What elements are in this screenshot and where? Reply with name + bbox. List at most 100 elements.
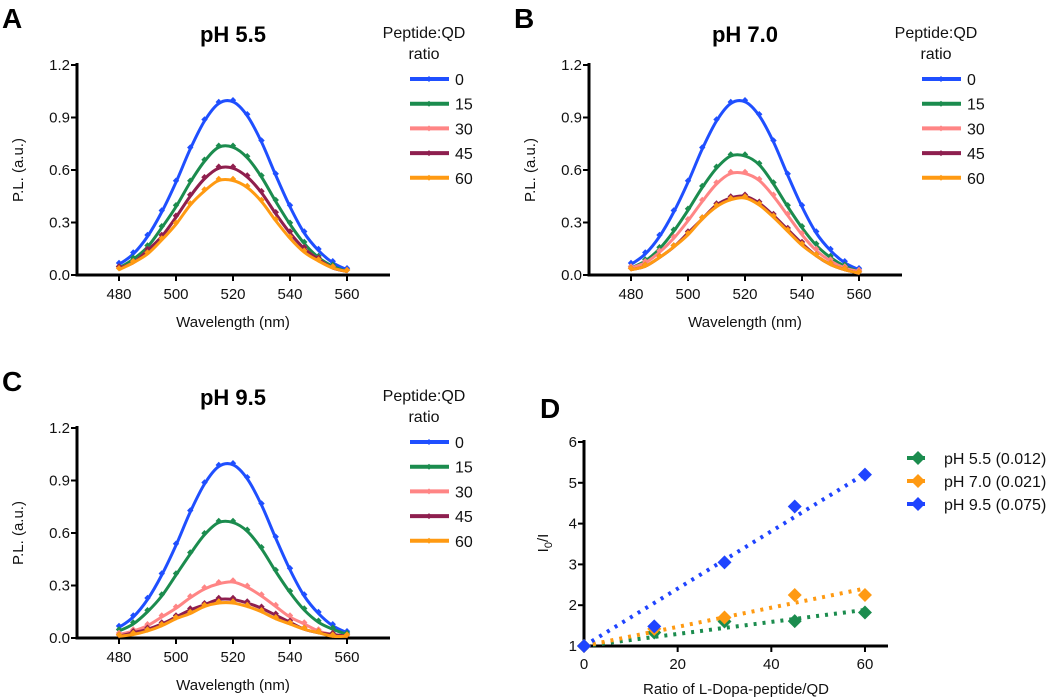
data-point	[272, 209, 279, 216]
legend-marker	[426, 125, 432, 132]
data-point	[130, 254, 137, 261]
data-point	[315, 617, 322, 624]
y-tick-label: 1.2	[49, 420, 70, 437]
data-point	[272, 170, 279, 177]
data-point	[144, 245, 151, 253]
y-tick-label: 4	[569, 516, 577, 533]
data-point	[798, 230, 806, 237]
x-tick-label: 540	[277, 649, 302, 666]
data-point	[684, 216, 692, 223]
data-point	[229, 163, 237, 170]
legend: Peptide:QD ratio 0 15 30 45 60	[383, 25, 473, 188]
legend-marker	[911, 451, 925, 465]
data-point	[670, 242, 677, 249]
series-line	[630, 170, 860, 273]
data-point	[115, 626, 123, 633]
data-point	[301, 228, 308, 235]
data-point	[115, 265, 123, 272]
legend-title: ratio	[920, 46, 951, 63]
x-tick-label: 20	[669, 656, 686, 673]
y-axis-label-sub: 0	[543, 542, 555, 548]
data-point	[713, 116, 720, 123]
data-point	[813, 245, 820, 253]
data-point	[258, 137, 265, 144]
legend-marker	[426, 150, 432, 157]
data-point	[784, 202, 791, 209]
series-line	[118, 165, 348, 273]
data-point	[258, 603, 265, 610]
data-point	[215, 461, 222, 469]
data-point	[144, 621, 151, 628]
data-point	[756, 200, 763, 207]
x-tick-label: 560	[334, 286, 359, 303]
data-point	[158, 570, 165, 577]
data-point	[187, 593, 194, 600]
data-point	[315, 608, 322, 616]
panel-c: CpH 9.5 0.0 0.3 0.6 0.9 1.2 480 500 520 540 560 Wav…	[2, 366, 473, 694]
data-point	[770, 179, 777, 186]
y-axis-label: P.L. (a.u.)	[10, 501, 27, 565]
data-point	[827, 259, 834, 267]
series-9.5	[577, 467, 872, 653]
data-point	[258, 172, 265, 179]
panel-b: BpH 7.0 0.0 0.3 0.6 0.9 1.2 480 500 520 540 560 Wav…	[514, 3, 985, 331]
y-tick-label: 1.2	[561, 57, 582, 74]
data-point	[244, 474, 251, 481]
data-point	[158, 207, 165, 214]
data-point	[115, 631, 123, 638]
panel-label: C	[2, 366, 22, 397]
data-point	[201, 584, 208, 591]
data-point	[301, 619, 308, 626]
data-point	[717, 610, 732, 625]
data-point	[798, 202, 806, 209]
legend-marker	[938, 174, 944, 181]
y-tick-label: 0.0	[49, 630, 70, 647]
data-point	[727, 151, 734, 158]
x-tick-label: 500	[163, 649, 188, 666]
data-point	[229, 598, 237, 605]
data-point	[756, 111, 763, 118]
legend-label: 15	[455, 460, 473, 477]
data-point	[642, 249, 649, 256]
data-point	[187, 605, 194, 612]
data-point	[172, 177, 180, 184]
data-point	[841, 258, 848, 265]
y-tick-label: 0.3	[49, 578, 70, 595]
data-point	[258, 607, 265, 614]
fit-line	[583, 586, 866, 648]
series-60	[627, 193, 863, 275]
fit-line	[583, 607, 866, 648]
data-point	[158, 621, 165, 628]
data-point	[286, 233, 294, 240]
data-point	[827, 252, 834, 260]
data-point	[244, 601, 251, 609]
legend-marker	[426, 439, 432, 445]
y-tick-label: 0.9	[49, 110, 70, 127]
data-point	[813, 251, 820, 258]
data-point	[187, 177, 194, 184]
y-tick-label: 0.6	[49, 162, 70, 179]
data-point	[272, 601, 279, 609]
legend-label: pH 9.5 (0.075)	[944, 497, 1046, 514]
data-point	[301, 247, 308, 254]
data-point	[144, 249, 151, 256]
series-0	[627, 97, 863, 272]
data-point	[286, 219, 294, 226]
data-point	[656, 247, 663, 254]
data-point	[741, 168, 749, 176]
series-30	[627, 168, 863, 274]
data-point	[329, 258, 336, 265]
data-point	[115, 259, 123, 267]
legend-label: 30	[967, 121, 985, 138]
data-point	[215, 598, 222, 605]
data-point	[144, 626, 151, 633]
y-tick-label: 6	[569, 434, 577, 451]
legend-label: 0	[455, 435, 464, 452]
data-point	[244, 153, 251, 160]
legend-marker	[911, 474, 925, 488]
data-point	[784, 170, 791, 177]
data-point	[627, 265, 635, 272]
legend-label: 45	[967, 146, 985, 163]
data-point	[158, 591, 165, 598]
data-point	[172, 570, 180, 577]
